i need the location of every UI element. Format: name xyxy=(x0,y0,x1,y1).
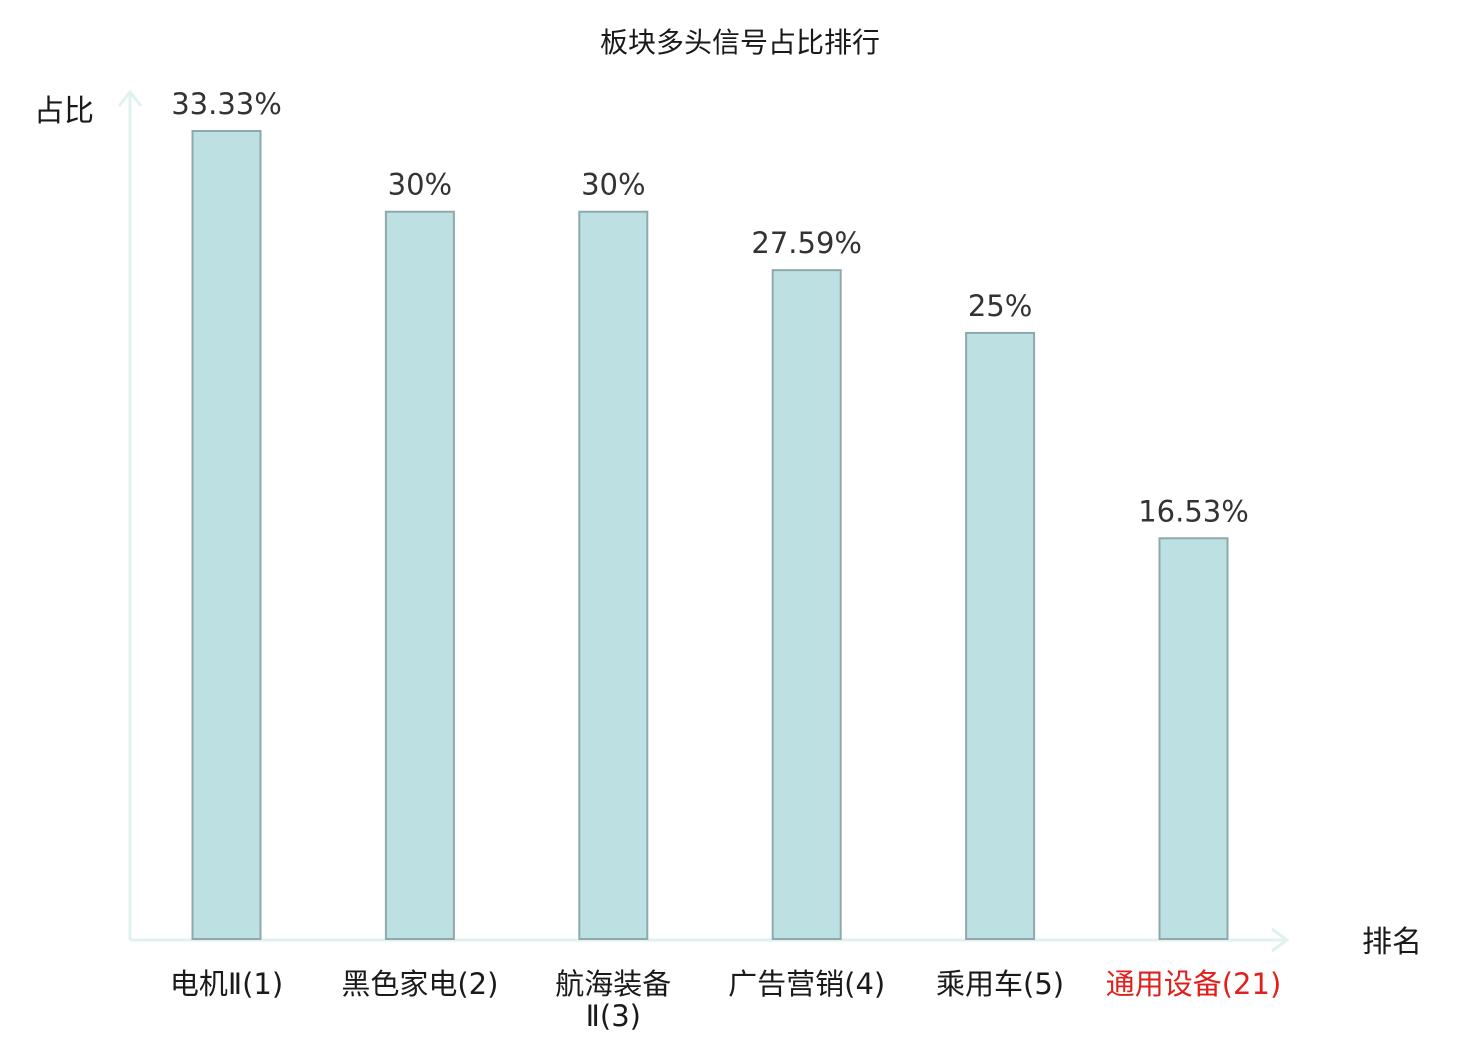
bar-5 xyxy=(1158,537,1229,940)
bar-value-label-5: 16.53% xyxy=(1138,494,1249,528)
axes xyxy=(117,89,1290,953)
category-label-0: 电机Ⅱ(1) xyxy=(170,967,283,1001)
bar-value-label-1: 30% xyxy=(388,168,452,202)
category-label-3: 广告营销(4) xyxy=(728,967,885,1001)
category-label-5: 通用设备(21) xyxy=(1106,967,1282,1001)
bar-2 xyxy=(578,210,649,940)
category-label-2-line-0: 航海装备 xyxy=(555,967,671,1001)
x-axis-label: 排名 xyxy=(1362,925,1422,960)
category-label-4: 乘用车(5) xyxy=(936,967,1064,1001)
bar-value-label-3: 27.59% xyxy=(751,226,862,260)
chart-title: 板块多头信号占比排行 xyxy=(600,26,880,59)
bar-value-label-2: 30% xyxy=(581,168,645,202)
bar-value-label-4: 25% xyxy=(968,289,1032,323)
bars xyxy=(191,130,1229,941)
bar-value-label-0: 33.33% xyxy=(171,87,282,121)
bar-0 xyxy=(191,130,262,940)
y-axis-label: 占比 xyxy=(34,94,94,129)
y-axis-arrow xyxy=(117,89,143,107)
bar-4 xyxy=(965,331,1036,940)
value-labels: 33.33% 30% 30% 27.59% 25% 16.53% xyxy=(171,87,1249,528)
category-label-1: 黑色家电(2) xyxy=(341,967,498,1001)
category-label-2-line-1: Ⅱ(3) xyxy=(586,999,641,1033)
bar-3 xyxy=(771,269,842,941)
x-axis-arrow xyxy=(1271,927,1290,953)
bar-1 xyxy=(384,210,455,940)
